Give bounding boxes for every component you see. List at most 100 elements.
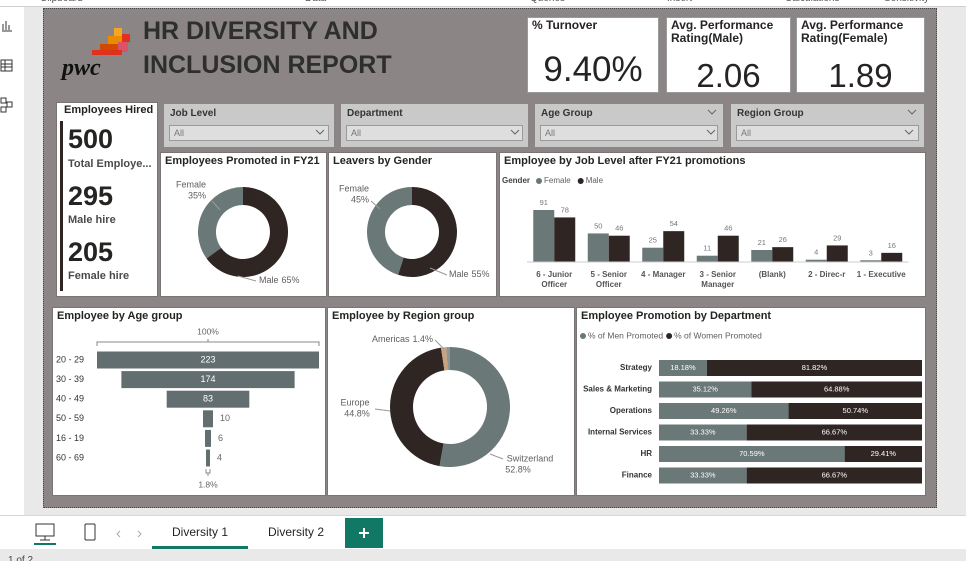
- legend-marker: [666, 333, 673, 339]
- segment-label: 29.41%: [871, 449, 897, 458]
- category-label: 60 - 69: [56, 452, 84, 462]
- bar-value: 10: [220, 413, 230, 423]
- page-tab[interactable]: Diversity 2: [267, 525, 324, 539]
- segment-label: 18.18%: [670, 363, 696, 372]
- bar: [751, 250, 773, 262]
- slice-label: Female: [339, 183, 369, 193]
- ribbon-group: Calculations: [785, 0, 839, 4]
- category-label: Strategy: [620, 363, 653, 372]
- view-icons: [34, 523, 142, 545]
- funnel-bar: [206, 449, 210, 467]
- slice-name: Americas: [372, 334, 410, 344]
- mobile-view-icon[interactable]: [84, 523, 96, 541]
- bar: [608, 235, 630, 262]
- segment-label: 66.67%: [822, 427, 848, 436]
- hired-title: Employees Hired: [64, 104, 154, 116]
- slice-value: 45%: [351, 194, 369, 204]
- bar-value: 21: [758, 238, 766, 247]
- segment-label: 64.88%: [824, 384, 850, 393]
- bar: [772, 247, 794, 262]
- slicer-dropdown[interactable]: All: [736, 125, 919, 141]
- category-label: Internal Services: [588, 428, 653, 437]
- category-label: HR: [640, 449, 652, 458]
- bar-segment: [659, 381, 752, 398]
- donut-slice: [446, 347, 450, 371]
- report-view-icon[interactable]: [2, 21, 12, 32]
- bar: [826, 245, 848, 262]
- slicer[interactable]: Job Level All: [164, 104, 334, 147]
- slice-value: 1.4%: [412, 334, 433, 344]
- desktop-view-icon[interactable]: [35, 523, 55, 541]
- status-bar: 1 of 2: [8, 555, 34, 561]
- slicer-chevrons: [315, 109, 917, 135]
- ribbon-group: Queries: [530, 0, 565, 4]
- category-label: Sales & Marketing: [583, 385, 652, 394]
- x-tick-label: 5 - Senior Officer: [590, 270, 627, 289]
- ribbon-group: Clipboard: [40, 0, 83, 4]
- funnel-bar: [121, 371, 295, 389]
- model-view-icon[interactable]: [0, 97, 13, 113]
- bar: [554, 217, 576, 262]
- kpi-label: % Turnover: [532, 18, 598, 32]
- bar-value: 11: [703, 244, 711, 253]
- slicer-dropdown[interactable]: All: [540, 125, 718, 141]
- bar-value: 54: [670, 219, 678, 228]
- bar-segment: [659, 403, 789, 419]
- add-page-button[interactable]: [345, 518, 383, 548]
- bar-value: 78: [561, 205, 569, 214]
- slicer-dropdown[interactable]: All: [169, 125, 329, 141]
- legend-label: Female: [544, 176, 571, 185]
- kpi-label: Avg. Performance Rating(Male): [671, 18, 774, 45]
- chart-panel: Employee Promotion by Department: [576, 307, 926, 496]
- bar: [696, 255, 718, 262]
- bar-value: 91: [540, 198, 548, 207]
- slice-value: 44.8%: [344, 408, 370, 418]
- segment-label: 50.74%: [843, 406, 869, 415]
- ribbon-group: Sensitivity: [884, 0, 929, 4]
- view-indicator: [34, 543, 56, 545]
- kpi-value: 1.89: [828, 57, 893, 94]
- slicer[interactable]: Department All: [341, 104, 528, 147]
- hired-card: [56, 102, 158, 297]
- bar-value: 16: [888, 241, 896, 250]
- page-tab-active[interactable]: Diversity 1: [152, 516, 248, 549]
- funnel-percent: 100%: [197, 326, 219, 336]
- side-nav-bg: [0, 7, 24, 515]
- ribbon-group: Data: [305, 0, 326, 4]
- kpi-value: 9.40%: [543, 50, 643, 89]
- bar-value: 46: [615, 224, 623, 233]
- funnel-bar: [205, 429, 211, 447]
- ribbon-group: Insert: [667, 0, 692, 4]
- kpi-label: Avg. Performance Rating(Female): [801, 18, 904, 45]
- funnel-bracket: [205, 469, 211, 476]
- x-tick-label: 2 - Direc-r: [808, 270, 846, 279]
- bar-segment: [706, 360, 922, 376]
- logo-text: pwc: [62, 55, 101, 81]
- slicer[interactable]: Age Group All: [535, 104, 723, 147]
- leader-line: [489, 453, 504, 460]
- slice-value: 35%: [188, 190, 206, 200]
- bar-value: 46: [724, 224, 732, 233]
- bar-value: 83: [203, 394, 213, 404]
- bar-value: 4: [814, 248, 818, 257]
- bar-value: 223: [200, 354, 215, 364]
- leader-line: [374, 408, 391, 412]
- bar: [860, 260, 882, 262]
- slicer-dropdown[interactable]: All: [346, 125, 523, 141]
- bar-segment: [844, 446, 922, 462]
- page-scroll-arrows[interactable]: [116, 530, 142, 538]
- slice-value: 65%: [282, 275, 300, 285]
- category-label: 30 - 39: [56, 374, 84, 384]
- label-layer: 6 - Junior Officer 5 - Senior Officer 4 - …: [536, 270, 905, 289]
- hired-accent: [60, 121, 63, 291]
- leader-line: [434, 339, 445, 350]
- category-label: Finance: [622, 471, 653, 480]
- legend-label: Male: [586, 176, 604, 185]
- bar-segment: [659, 360, 707, 376]
- chart-title: Employee by Age group: [57, 310, 183, 322]
- bar: [587, 233, 609, 262]
- bar-segment: [746, 467, 922, 484]
- slicer[interactable]: Region Group All: [731, 104, 924, 147]
- data-view-icon[interactable]: [0, 59, 13, 72]
